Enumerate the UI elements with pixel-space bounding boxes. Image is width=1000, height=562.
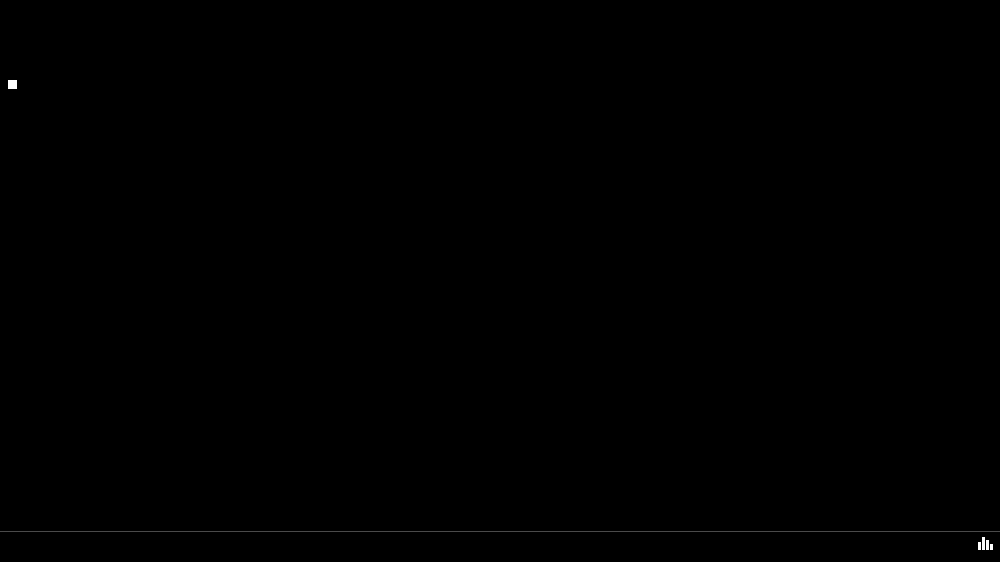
footer-divider [0,531,1000,532]
line-chart-svg [0,96,1000,506]
legend-swatch-icon [8,80,17,89]
bloomberg-logo-icon [978,536,993,551]
chart-plot-area [0,96,1000,506]
chart-legend [8,80,21,89]
bloomberg-brand [973,536,993,551]
